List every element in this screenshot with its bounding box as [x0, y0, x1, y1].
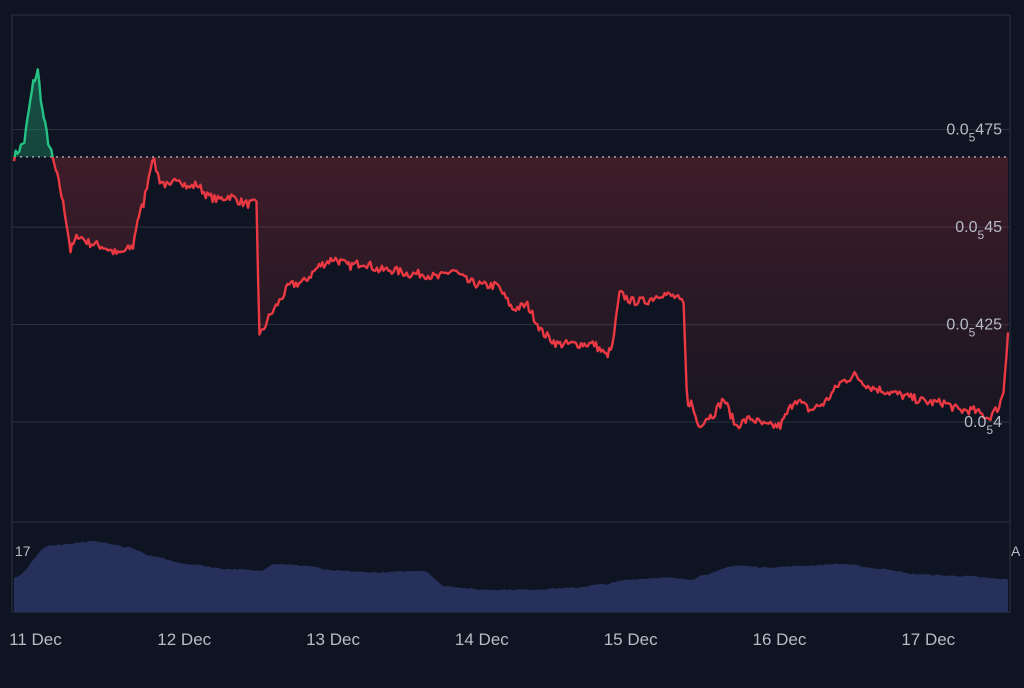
- y-axis-labels: 0.05475 0.0545 0.05425 0.054: [946, 122, 1002, 437]
- volume-area-fill: [14, 540, 1008, 612]
- x-tick-label: 11 Dec: [9, 630, 62, 649]
- x-tick-label: 16 Dec: [753, 630, 807, 649]
- x-tick-label: 14 Dec: [455, 630, 509, 649]
- y-tick-label: 0.054: [964, 414, 1002, 437]
- x-tick-label: 15 Dec: [604, 630, 658, 649]
- price-area: [14, 69, 1008, 429]
- down-area-fill: [14, 156, 1008, 429]
- price-line: [12, 68, 1010, 430]
- volume-area: [14, 540, 1008, 612]
- volume-right-label: A: [1011, 543, 1021, 559]
- y-tick-label: 0.05425: [946, 317, 1002, 340]
- volume-left-label: 17: [15, 543, 31, 559]
- x-tick-label: 17 Dec: [901, 630, 955, 649]
- x-tick-label: 13 Dec: [306, 630, 360, 649]
- y-tick-label: 0.05475: [946, 122, 1002, 145]
- x-tick-label: 12 Dec: [157, 630, 211, 649]
- price-line-down: [12, 156, 1010, 430]
- x-axis-labels: 11 Dec 12 Dec 13 Dec 14 Dec 15 Dec 16 Dec 17 D…: [9, 630, 956, 649]
- y-tick-label: 0.0545: [955, 219, 1002, 242]
